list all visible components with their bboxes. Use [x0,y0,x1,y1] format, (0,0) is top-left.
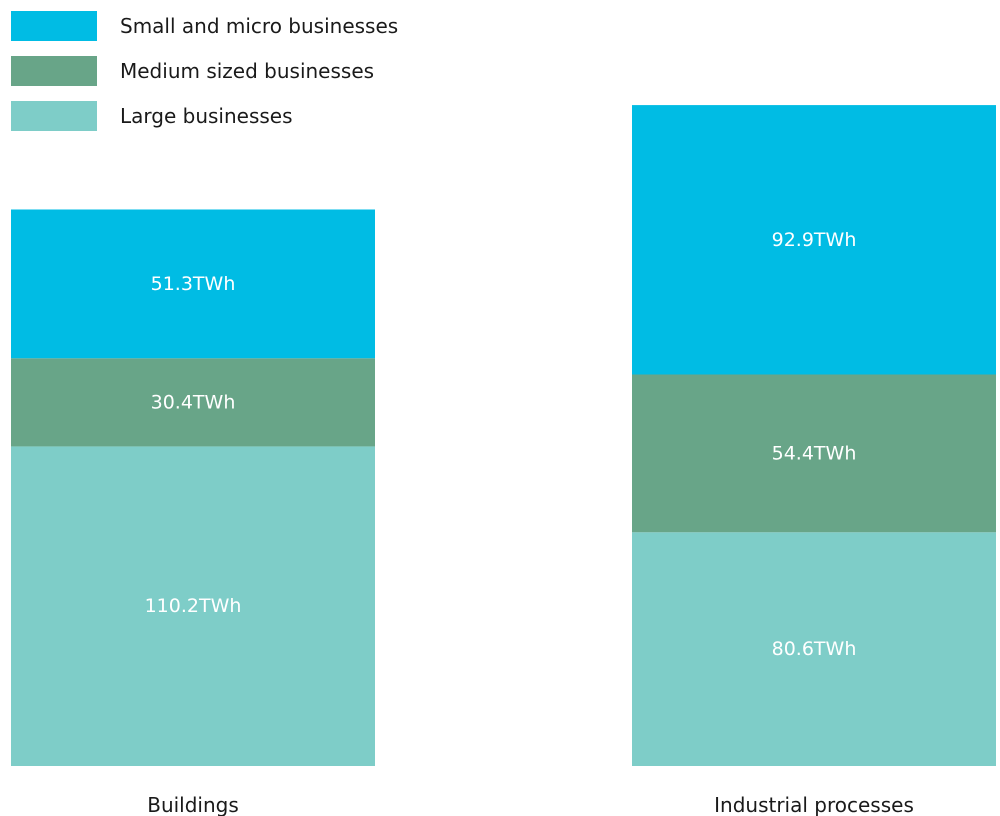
bar-segment-industrial-processes-small-and-micro-businesses [632,105,996,375]
data-label-buildings-medium-sized-businesses: 30.4TWh [151,391,236,413]
category-label-buildings: Buildings [147,793,239,816]
data-label-buildings-small-and-micro-businesses: 51.3TWh [151,273,236,295]
legend-label-medium-sized-businesses: Medium sized businesses [120,59,374,83]
bar-segment-buildings-small-and-micro-businesses [11,209,375,359]
bar-segment-industrial-processes-medium-sized-businesses [632,374,996,533]
data-label-industrial-processes-small-and-micro-businesses: 92.9TWh [772,229,857,251]
bar-segment-buildings-large-businesses [11,446,375,766]
data-label-industrial-processes-large-businesses: 80.6TWh [772,638,857,660]
bars: 110.2TWh 30.4TWh 51.3TWh 80.6TWh 54.4TWh 92.9… [11,105,996,766]
legend-label-small-and-micro-businesses: Small and micro businesses [120,14,398,38]
category-labels: Buildings Industrial processes [147,793,914,816]
data-label-buildings-large-businesses: 110.2TWh [145,595,242,617]
legend-swatch-small-and-micro-businesses [11,11,97,41]
legend-swatch-medium-sized-businesses [11,56,97,86]
bar-segment-buildings-medium-sized-businesses [11,358,375,447]
category-label-industrial-processes: Industrial processes [714,793,914,816]
bar-segment-industrial-processes-large-businesses [632,532,996,766]
legend: Small and micro businesses Medium sized b… [11,11,398,131]
legend-swatch-large-businesses [11,101,97,131]
data-label-industrial-processes-medium-sized-businesses: 54.4TWh [772,442,857,464]
legend-label-large-businesses: Large businesses [120,104,293,128]
